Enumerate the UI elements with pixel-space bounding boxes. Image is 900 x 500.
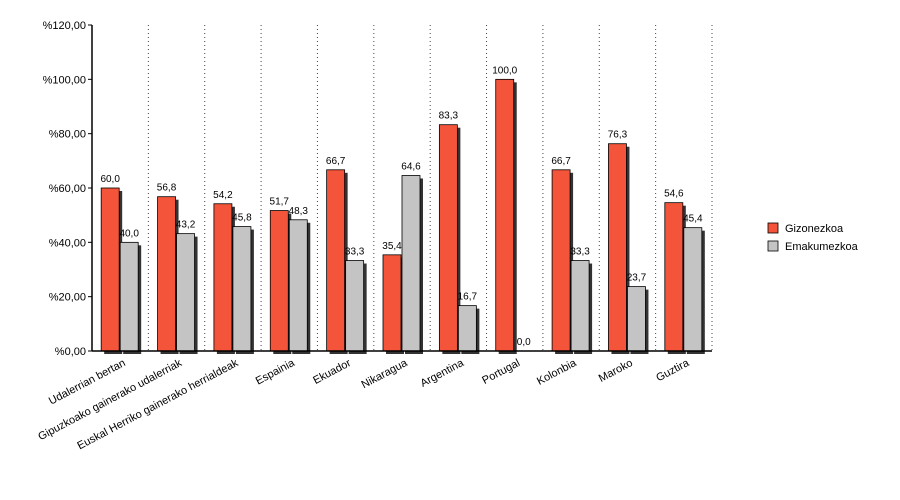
x-tick-label: Espainia (254, 357, 298, 388)
y-tick-label: %0,00 (55, 346, 86, 358)
legend-label: Gizonezkoa (785, 223, 844, 235)
y-tick-label: %120,00 (43, 20, 86, 32)
value-label: 54,2 (213, 190, 233, 201)
bar (382, 254, 402, 352)
legend-label: Emakumezkoa (785, 241, 859, 253)
value-label: 45,8 (232, 213, 252, 224)
bar (213, 203, 233, 352)
x-tick-label: Ekuador (311, 357, 353, 387)
bar (551, 169, 571, 352)
bar (570, 260, 590, 352)
bar (683, 227, 703, 352)
value-label: 54,6 (664, 189, 684, 200)
value-label: 23,7 (627, 273, 647, 284)
value-label: 66,7 (326, 156, 346, 167)
value-label: 16,7 (458, 292, 478, 303)
value-label: 64,6 (401, 162, 421, 173)
value-label: 76,3 (608, 130, 628, 141)
bar (401, 175, 421, 352)
y-tick-label: %100,00 (43, 74, 86, 86)
bar (345, 260, 365, 352)
value-label: 48,3 (289, 206, 309, 217)
y-tick-label: %80,00 (49, 129, 86, 141)
value-label: 66,7 (551, 156, 571, 167)
bar (438, 124, 458, 352)
value-label: 0,0 (517, 337, 531, 348)
value-label: 56,8 (157, 183, 177, 194)
bar (269, 210, 289, 352)
x-tick-label: Guztira (654, 357, 692, 385)
value-label: 35,4 (382, 241, 402, 252)
x-tick-label: Argentina (419, 357, 467, 390)
bar (457, 305, 477, 352)
bar (176, 233, 195, 352)
y-tick-label: %40,00 (49, 237, 86, 249)
y-tick-label: %20,00 (49, 292, 86, 304)
value-label: 100,0 (492, 65, 517, 76)
bar (495, 78, 515, 352)
value-label: 33,3 (570, 247, 590, 258)
legend-swatch (767, 222, 779, 234)
bar (157, 196, 176, 352)
value-label: 51,7 (270, 197, 290, 208)
value-label: 83,3 (439, 111, 459, 122)
bar (664, 202, 684, 352)
x-tick-label: Kolonbia (535, 357, 579, 388)
value-label: 60,0 (100, 174, 120, 185)
bar (119, 241, 139, 352)
x-tick-label: Maroko (597, 357, 635, 385)
bar (232, 226, 252, 352)
legend-swatch (767, 240, 779, 252)
bar (288, 219, 308, 352)
bar (627, 286, 646, 352)
value-label: 40,0 (119, 228, 139, 239)
bar (608, 143, 627, 352)
x-tick-label: Portugal (480, 357, 522, 387)
x-tick-label: Nikaragua (360, 357, 411, 392)
value-label: 45,4 (683, 214, 703, 225)
y-tick-label: %60,00 (49, 183, 86, 195)
value-label: 33,3 (345, 247, 365, 258)
bar (100, 187, 120, 352)
bar (326, 169, 346, 352)
value-label: 43,2 (176, 220, 196, 231)
